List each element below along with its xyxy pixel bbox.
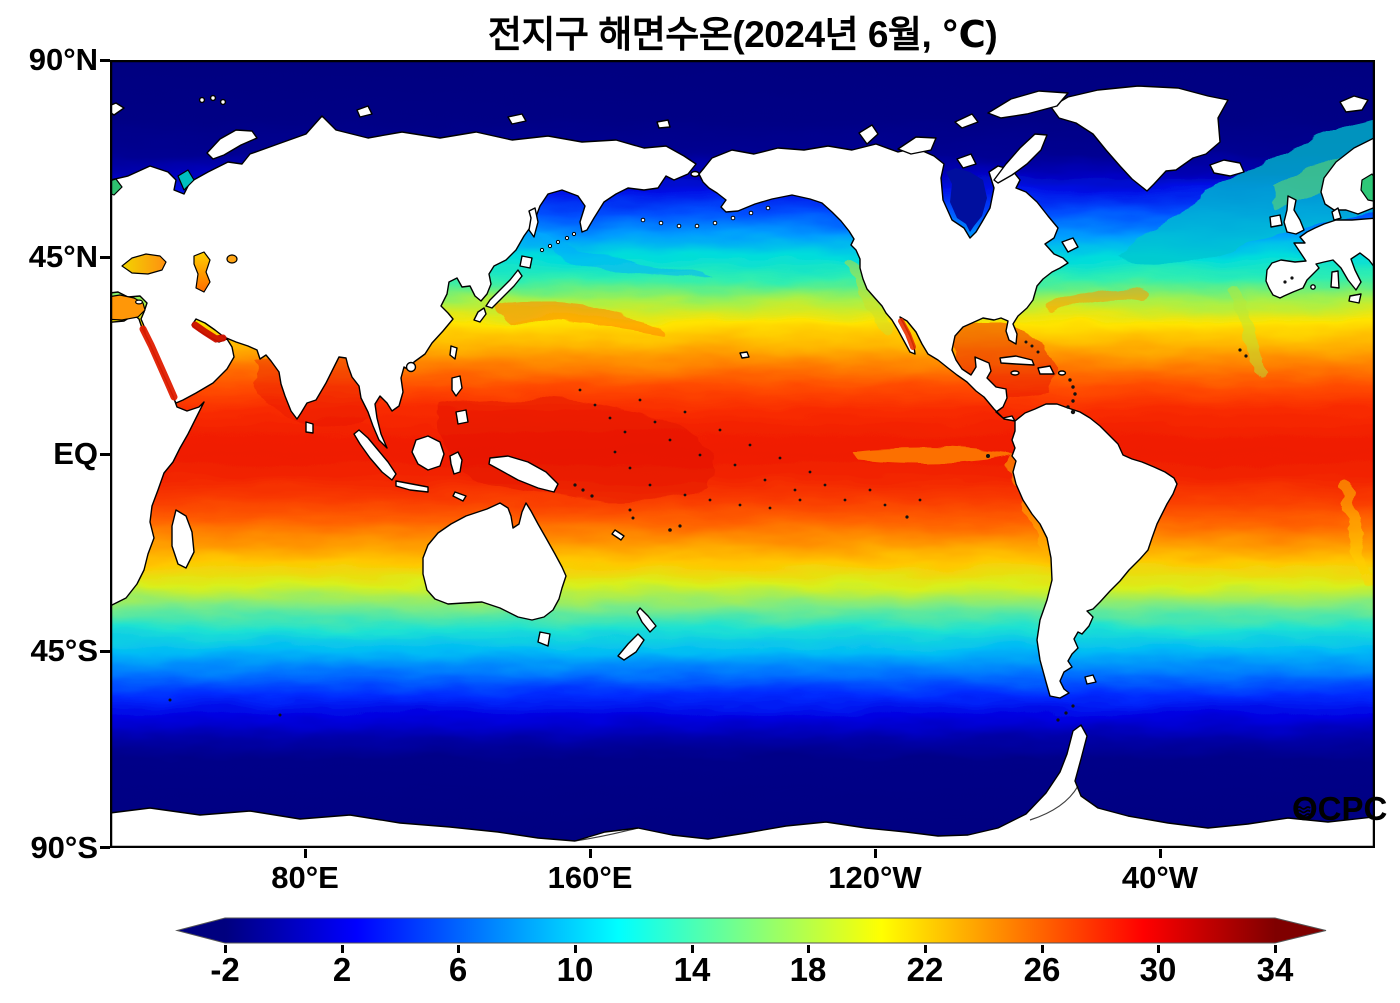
cbar-label-6: 22 (906, 951, 944, 988)
cbar-tick-5 (807, 945, 810, 953)
land-greenland (1050, 85, 1229, 192)
colorbar-right-arrow (1275, 918, 1326, 943)
map-area (110, 60, 1375, 848)
lon-label-160e: 160°E (547, 860, 633, 895)
west-pacific-warm-pool (438, 398, 715, 501)
cbar-tick-0 (224, 945, 227, 953)
lon-tick-40w (1159, 849, 1162, 858)
cbar-tick-7 (1041, 945, 1044, 953)
land-iceland (1209, 159, 1245, 177)
colorbar (175, 917, 1327, 944)
land-antarctica (110, 724, 1375, 848)
sea-persian-gulf (191, 321, 227, 343)
map-canvas (110, 60, 1375, 848)
cbar-label-3: 10 (556, 951, 594, 988)
cbar-tick-6 (924, 945, 927, 953)
lat-label-45s: 45°S (30, 633, 98, 668)
lon-label-120w: 120°W (828, 860, 922, 895)
north-atlantic-warm-wedge (1118, 118, 1375, 269)
cbar-label-2: 6 (448, 951, 468, 988)
land-britain (1283, 195, 1305, 235)
lat-tick-eq (100, 453, 110, 456)
ocpc-logo-text: OCPC (1292, 790, 1388, 827)
cbar-tick-8 (1157, 945, 1160, 953)
sea-aral (226, 254, 238, 264)
land-japan (519, 255, 533, 269)
colorbar-outline (175, 917, 1327, 944)
cbar-tick-4 (691, 945, 694, 953)
land-layer (110, 85, 1375, 848)
lon-tick-80e (304, 849, 307, 858)
lon-label-80e: 80°E (271, 860, 339, 895)
lat-label-90s: 90°S (30, 830, 98, 865)
cbar-label-4: 14 (673, 951, 711, 988)
cbar-tick-9 (1274, 945, 1277, 953)
cbar-tick-2 (457, 945, 460, 953)
colorbar-gradient (225, 918, 1275, 943)
sea-caspian (193, 251, 211, 293)
lon-label-40w: 40°W (1121, 860, 1199, 895)
land-new-guinea (488, 455, 559, 493)
land-north-america (698, 143, 1069, 422)
cbar-label-9: 34 (1256, 951, 1294, 988)
lat-label-eq: EQ (53, 436, 98, 471)
land-madagascar (171, 509, 195, 569)
land-australia (422, 502, 567, 621)
hot-seas-layer (139, 318, 916, 401)
sea-red (139, 325, 178, 401)
lat-tick-90n (100, 59, 110, 62)
land-south-america (1011, 403, 1178, 699)
equatorial-pacific-cool-tongue (855, 448, 1015, 464)
lon-tick-120w (874, 849, 877, 858)
lat-tick-45s (100, 650, 110, 653)
sea-gulf-of-california (898, 318, 916, 350)
lat-label-45n: 45°N (28, 239, 98, 274)
inland-seas-layer (110, 168, 1375, 321)
sea-baltic-east (1360, 173, 1375, 203)
land-hawaii (739, 351, 750, 359)
sea-white (177, 169, 195, 191)
island-cyprus (135, 299, 144, 305)
ocpc-logo: OCPC (1292, 790, 1387, 828)
page-title: 전지구 해면수온(2024년 6월, ℃) (487, 14, 998, 55)
colorbar-left-arrow (177, 918, 225, 943)
land-scandinavia (1320, 136, 1375, 215)
island-specks-layer (168, 276, 1294, 722)
land-new-zealand (636, 607, 657, 633)
lat-tick-45n (100, 256, 110, 259)
lon-tick-160e (589, 849, 592, 858)
cbar-label-8: 30 (1139, 951, 1177, 988)
land-borneo (411, 435, 445, 471)
cbar-label-1: 2 (332, 951, 352, 988)
sea-black (121, 253, 167, 275)
land-cuba (999, 355, 1035, 366)
cbar-tick-3 (574, 945, 577, 953)
kuroshio-warm (495, 303, 666, 336)
land-sumatra (353, 429, 397, 481)
plot-border (110, 60, 1375, 848)
cbar-label-7: 26 (1023, 951, 1061, 988)
cbar-label-0: -2 (210, 951, 240, 988)
lat-label-90n: 90°N (28, 42, 98, 77)
cbar-label-5: 18 (789, 951, 827, 988)
cbar-tick-1 (341, 945, 344, 953)
lat-tick-90s (100, 846, 110, 849)
sea-hudson-bay (946, 168, 987, 232)
sea-baltic-west (110, 178, 123, 196)
